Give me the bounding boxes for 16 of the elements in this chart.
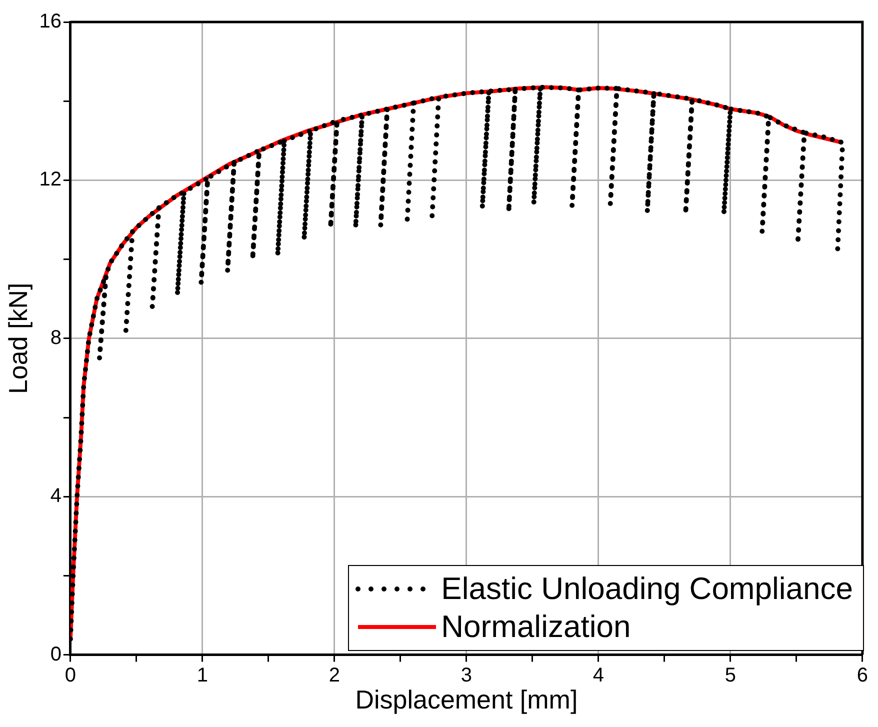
x-tick-label: 4 <box>592 664 604 686</box>
x-tick-label: 1 <box>196 664 208 686</box>
y-tick-label: 8 <box>50 326 62 349</box>
x-tick-label: 5 <box>724 664 736 686</box>
x-axis-title: Displacement [mm] <box>355 684 578 715</box>
x-tick-label: 6 <box>856 664 868 686</box>
x-tick-label: 0 <box>64 664 76 686</box>
x-tick-label: 2 <box>328 664 340 686</box>
legend-label: Elastic Unloading Compliance <box>441 571 853 607</box>
y-tick-label: 12 <box>39 168 62 191</box>
y-tick-label: 16 <box>39 10 62 33</box>
y-tick-label: 0 <box>50 643 62 666</box>
legend-label: Normalization <box>441 609 631 645</box>
y-tick-label: 4 <box>50 485 62 508</box>
y-axis-title: Load [kN] <box>2 282 33 394</box>
x-tick-label: 3 <box>460 664 472 686</box>
